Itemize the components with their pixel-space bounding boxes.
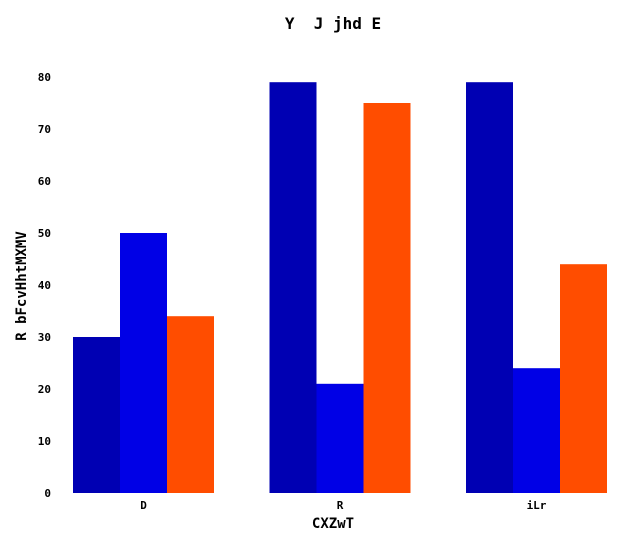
- bar: [167, 316, 214, 493]
- x-tick-label: iLr: [527, 499, 547, 512]
- y-axis-ticks: 0 10 20 30 40 50 60 70 80: [38, 71, 51, 500]
- chart-title: Y J jhd E: [285, 14, 381, 33]
- y-tick-label: 20: [38, 383, 51, 396]
- bar: [513, 368, 560, 493]
- y-tick-label: 10: [38, 435, 51, 448]
- y-axis-label: R bFcvHhtMXMV: [14, 231, 30, 341]
- y-tick-label: 70: [38, 123, 51, 136]
- bar: [269, 82, 317, 493]
- bar: [466, 82, 513, 493]
- x-tick-label: R: [337, 499, 344, 512]
- bar: [560, 264, 607, 493]
- bar: [316, 383, 364, 493]
- bar: [363, 103, 411, 493]
- y-tick-label: 80: [38, 71, 51, 84]
- y-tick-label: 50: [38, 227, 51, 240]
- bar: [120, 233, 167, 493]
- y-tick-label: 0: [44, 487, 51, 500]
- x-axis-label: CXZwT: [312, 516, 354, 532]
- y-tick-label: 30: [38, 331, 51, 344]
- bar: [73, 337, 120, 493]
- x-tick-label: D: [140, 499, 147, 512]
- y-tick-label: 60: [38, 175, 51, 188]
- y-tick-label: 40: [38, 279, 51, 292]
- bars-group: [73, 82, 607, 493]
